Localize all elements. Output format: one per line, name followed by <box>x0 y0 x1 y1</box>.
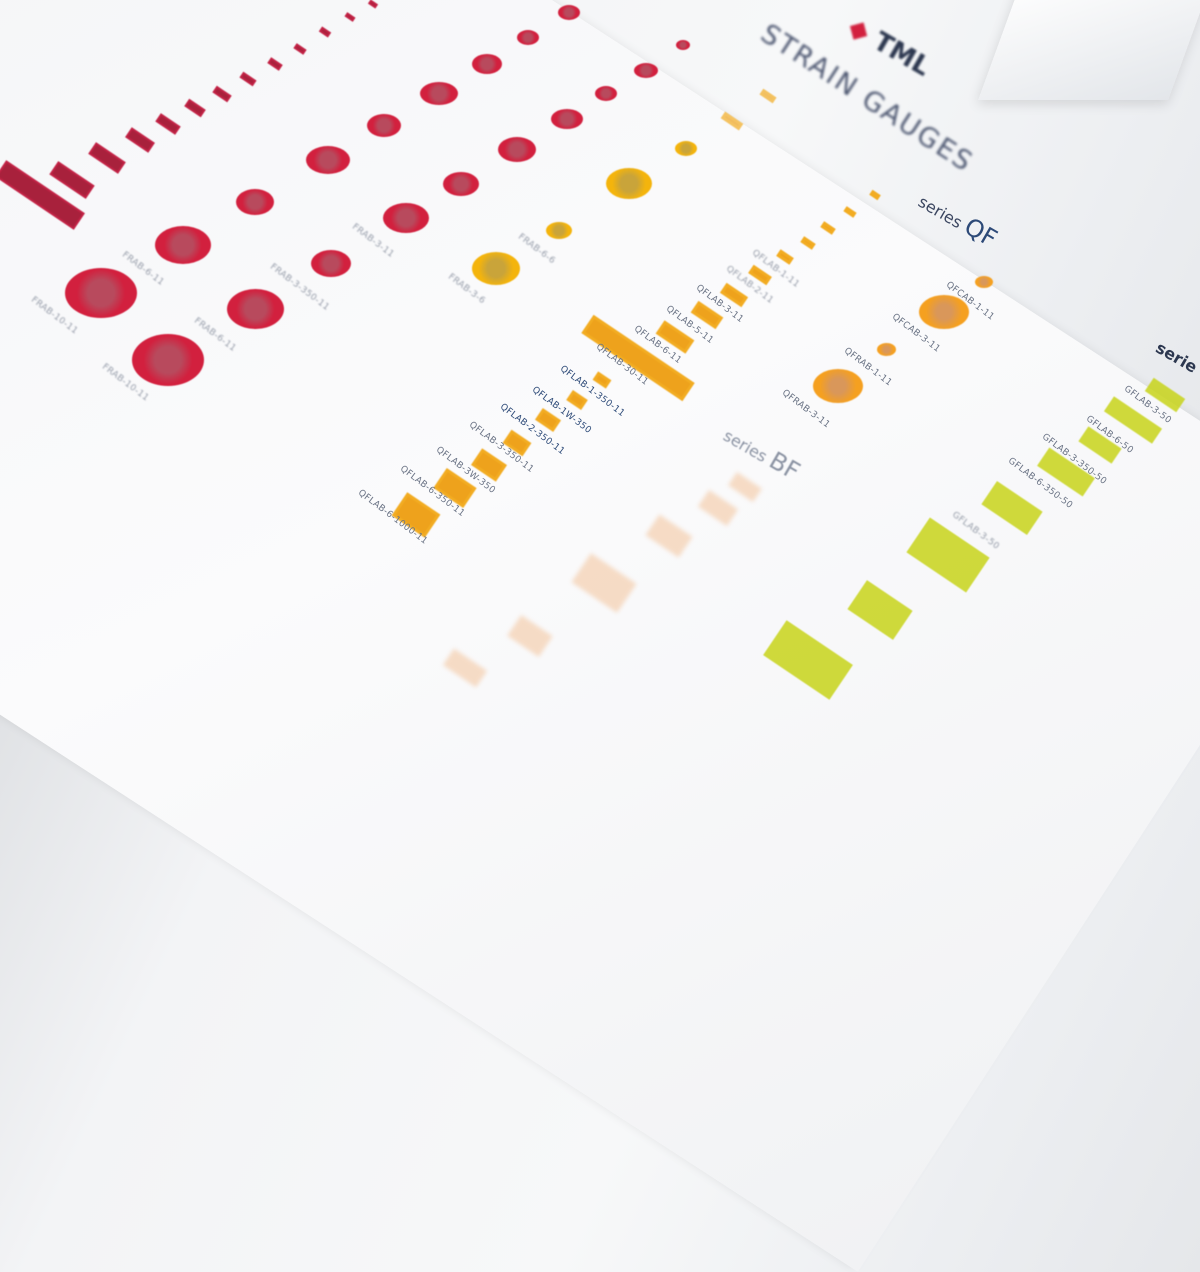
red-round-gauge <box>65 268 137 318</box>
red-round-gauge <box>155 226 211 264</box>
red-round-gauge <box>498 137 536 162</box>
red-round-gauge <box>367 114 401 137</box>
qflab-gauge <box>869 190 881 201</box>
qf-round-gauge <box>813 369 863 403</box>
qf-round-gauge <box>877 343 896 356</box>
red-round-gauge <box>132 334 204 386</box>
red-round-gauge <box>443 172 479 196</box>
red-round-gauge <box>558 5 580 20</box>
red-round-gauge <box>236 189 274 215</box>
red-round-gauge <box>676 40 690 50</box>
red-round-gauge <box>517 30 539 45</box>
brand-logo: ◆ TML <box>843 12 935 83</box>
yellow-round-gauge <box>546 222 572 239</box>
yellow-round-gauge <box>472 252 520 285</box>
red-round-gauge <box>472 54 502 74</box>
glass-stand <box>978 0 1200 100</box>
red-round-gauge <box>227 289 284 329</box>
red-round-gauge <box>383 203 429 233</box>
red-round-gauge <box>551 109 583 129</box>
red-round-gauge <box>311 250 351 277</box>
series-g-heading: serie <box>1153 338 1200 377</box>
red-round-gauge <box>634 63 658 78</box>
yellow-round-gauge <box>675 141 697 156</box>
yellow-round-gauge <box>606 168 652 199</box>
red-round-gauge <box>420 82 458 105</box>
red-round-gauge <box>595 86 617 101</box>
qf-round-gauge <box>975 276 993 288</box>
yellow-small-gauge <box>759 89 776 104</box>
red-round-gauge <box>306 146 350 174</box>
